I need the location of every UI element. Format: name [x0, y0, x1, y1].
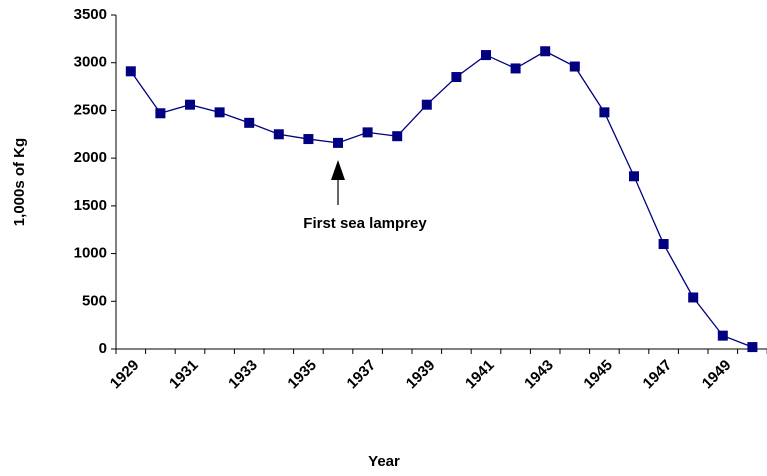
- x-tick-label: 1937: [344, 357, 380, 393]
- marker: [333, 137, 343, 148]
- marker: [214, 107, 225, 118]
- marker: [392, 131, 403, 142]
- marker: [273, 129, 284, 140]
- annotation: First sea lamprey: [303, 215, 427, 232]
- y-tick-label: 500: [82, 292, 107, 309]
- y-tick-label: 3000: [74, 54, 107, 71]
- marker: [244, 117, 255, 128]
- marker: [303, 134, 314, 145]
- line: [130, 50, 753, 348]
- x-tick-label: 1935: [284, 357, 320, 393]
- x-tick-label: 1933: [225, 357, 261, 393]
- marker: [421, 99, 432, 110]
- y-axis-title: 1,000s of Kg: [11, 138, 28, 226]
- y-tick-label: 1500: [74, 197, 107, 214]
- marker: [185, 99, 195, 110]
- annotation-arrowhead: [331, 160, 345, 180]
- marker: [717, 330, 728, 341]
- y-tick-label: 2500: [74, 101, 107, 118]
- x-tick-label: 1945: [580, 357, 616, 393]
- marker: [540, 46, 551, 57]
- y-tick-label: 2000: [74, 149, 107, 166]
- x-tick-label: 1949: [699, 357, 735, 393]
- x-tick-label: 1943: [521, 357, 557, 393]
- marker: [125, 66, 136, 77]
- marker: [362, 127, 373, 138]
- marker: [658, 239, 669, 250]
- marker: [569, 61, 580, 72]
- marker: [747, 342, 758, 353]
- marker: [599, 107, 610, 118]
- marker: [451, 72, 462, 83]
- marker: [481, 50, 491, 61]
- marker: [510, 63, 521, 74]
- marker: [155, 108, 166, 119]
- x-tick-label: 1931: [166, 357, 202, 393]
- x-axis-title: Year: [368, 453, 400, 470]
- y-tick-label: 3500: [74, 6, 107, 23]
- marker: [688, 292, 699, 303]
- marker: [629, 171, 639, 182]
- x-tick-label: 1929: [107, 357, 143, 393]
- x-tick-label: 1941: [462, 357, 498, 393]
- y-tick-label: 1000: [74, 245, 107, 262]
- x-tick-label: 1947: [640, 357, 676, 393]
- x-tick-label: 1939: [403, 357, 439, 393]
- y-tick-label: 0: [99, 340, 107, 357]
